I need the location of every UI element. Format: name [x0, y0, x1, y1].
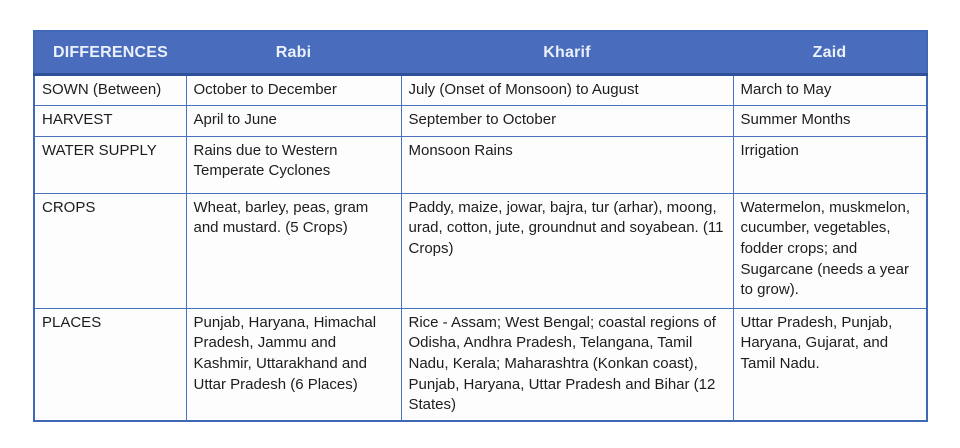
cell-places-zaid: Uttar Pradesh, Punjab, Haryana, Gujarat,… — [732, 307, 928, 422]
cell-places-kharif: Rice - Assam; West Bengal; coastal regio… — [400, 307, 734, 422]
cell-crops-kharif: Paddy, maize, jowar, bajra, tur (arhar),… — [400, 192, 734, 309]
cell-harvest-rabi: April to June — [185, 104, 402, 137]
row-label-sown: SOWN (Between) — [33, 74, 187, 106]
cell-sown-zaid: March to May — [732, 74, 928, 106]
cell-harvest-zaid: Summer Months — [732, 104, 928, 137]
crop-seasons-comparison-table: DIFFERENCES Rabi Kharif Zaid SOWN (Betwe… — [33, 30, 928, 423]
cell-water-rabi: Rains due to Western Temperate Cyclones — [185, 135, 402, 194]
row-label-places: PLACES — [33, 307, 187, 422]
column-header-zaid: Zaid — [733, 31, 927, 76]
cell-sown-rabi: October to December — [185, 74, 402, 106]
column-header-kharif: Kharif — [401, 31, 733, 76]
cell-water-zaid: Irrigation — [732, 135, 928, 194]
table-row-crops: CROPS Wheat, barley, peas, gram and must… — [33, 192, 928, 309]
cell-harvest-kharif: September to October — [400, 104, 734, 137]
table-row-water-supply: WATER SUPPLY Rains due to Western Temper… — [33, 135, 928, 194]
cell-water-kharif: Monsoon Rains — [400, 135, 734, 194]
header-row: DIFFERENCES Rabi Kharif Zaid — [34, 31, 927, 76]
row-label-harvest: HARVEST — [33, 104, 187, 137]
crop-seasons-table-container: DIFFERENCES Rabi Kharif Zaid SOWN (Betwe… — [33, 30, 928, 423]
table-row-places: PLACES Punjab, Haryana, Himachal Pradesh… — [33, 307, 928, 422]
column-header-rabi: Rabi — [186, 31, 401, 76]
row-label-crops: CROPS — [33, 192, 187, 309]
column-header-differences: DIFFERENCES — [34, 31, 186, 76]
table-row-harvest: HARVEST April to June September to Octob… — [33, 104, 928, 137]
cell-sown-kharif: July (Onset of Monsoon) to August — [400, 74, 734, 106]
cell-places-rabi: Punjab, Haryana, Himachal Pradesh, Jammu… — [185, 307, 402, 422]
table-row-sown: SOWN (Between) October to December July … — [33, 74, 928, 106]
row-label-water-supply: WATER SUPPLY — [33, 135, 187, 194]
cell-crops-rabi: Wheat, barley, peas, gram and mustard. (… — [185, 192, 402, 309]
cell-crops-zaid: Watermelon, muskmelon, cucumber, vegetab… — [732, 192, 928, 309]
